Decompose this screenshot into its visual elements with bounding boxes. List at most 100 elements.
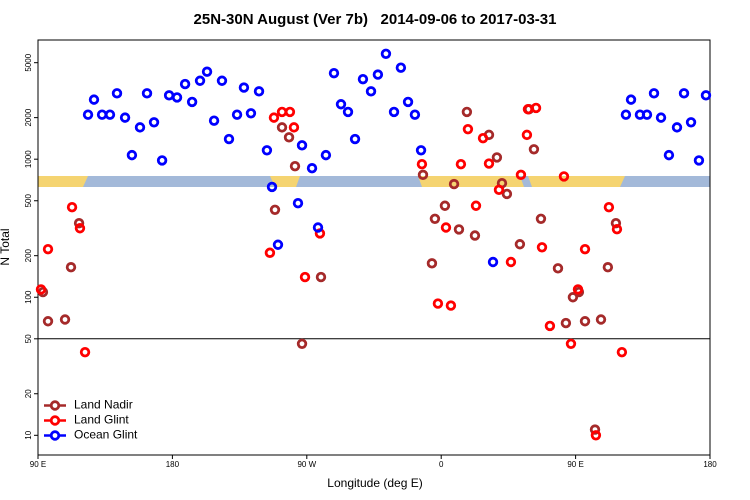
point bbox=[66, 201, 78, 213]
point bbox=[365, 86, 377, 97]
point bbox=[417, 169, 429, 181]
point bbox=[79, 346, 91, 358]
point bbox=[678, 88, 690, 99]
point bbox=[602, 262, 614, 273]
point bbox=[216, 75, 228, 86]
point bbox=[59, 314, 71, 325]
point bbox=[603, 201, 615, 213]
point bbox=[530, 102, 542, 114]
legend-marker bbox=[49, 415, 61, 426]
point bbox=[395, 62, 407, 73]
point bbox=[312, 222, 324, 233]
point bbox=[292, 197, 304, 209]
point bbox=[483, 158, 495, 169]
point bbox=[620, 109, 632, 120]
point bbox=[82, 109, 94, 120]
point bbox=[299, 271, 311, 283]
point bbox=[522, 104, 534, 115]
point bbox=[104, 109, 116, 120]
point bbox=[126, 149, 138, 161]
point bbox=[663, 149, 675, 161]
point bbox=[514, 239, 526, 250]
x-tick-label: 90 W bbox=[297, 460, 316, 469]
point bbox=[315, 271, 327, 283]
y-tick-label: 5000 bbox=[24, 53, 33, 71]
y-tick-label: 200 bbox=[24, 248, 33, 262]
point bbox=[505, 256, 517, 268]
point bbox=[264, 247, 276, 258]
point bbox=[487, 256, 499, 268]
x-tick-label: 90 E bbox=[567, 460, 583, 469]
point bbox=[565, 338, 577, 350]
point bbox=[589, 424, 601, 435]
point bbox=[611, 224, 623, 235]
point bbox=[544, 320, 556, 332]
point bbox=[380, 48, 392, 59]
point bbox=[179, 78, 191, 90]
point bbox=[148, 117, 160, 128]
land-strip bbox=[418, 176, 524, 187]
point bbox=[306, 163, 318, 174]
legend-label: Land Glint bbox=[74, 413, 129, 427]
point bbox=[572, 284, 584, 295]
point bbox=[194, 75, 206, 86]
point bbox=[590, 430, 602, 441]
y-axis-label: N Total bbox=[0, 228, 12, 265]
point bbox=[238, 82, 250, 93]
point bbox=[141, 88, 153, 99]
point bbox=[357, 73, 369, 85]
point bbox=[349, 133, 361, 145]
point bbox=[231, 109, 243, 120]
point bbox=[268, 112, 280, 123]
x-tick-label: 0 bbox=[439, 460, 444, 469]
point bbox=[477, 132, 489, 144]
point bbox=[453, 224, 465, 235]
point bbox=[558, 171, 570, 182]
point bbox=[73, 217, 85, 229]
x-axis-label: Longitude (deg E) bbox=[327, 476, 422, 490]
series bbox=[35, 102, 628, 441]
point bbox=[288, 122, 300, 133]
surface-strip bbox=[38, 176, 710, 187]
point bbox=[655, 112, 667, 123]
point bbox=[445, 300, 457, 311]
point bbox=[501, 188, 513, 200]
legend-label: Ocean Glint bbox=[74, 428, 138, 442]
point bbox=[552, 263, 564, 274]
point bbox=[595, 314, 607, 325]
point bbox=[245, 108, 257, 119]
series bbox=[82, 48, 712, 268]
point bbox=[42, 316, 54, 327]
point bbox=[491, 152, 503, 163]
y-tick-label: 10 bbox=[24, 430, 33, 439]
point bbox=[426, 258, 438, 269]
legend-marker bbox=[49, 400, 61, 411]
point bbox=[163, 90, 175, 101]
point bbox=[515, 169, 527, 181]
x-tick-label: 180 bbox=[703, 460, 717, 469]
point bbox=[440, 222, 452, 233]
point bbox=[388, 106, 400, 118]
legend-label: Land Nadir bbox=[74, 398, 133, 412]
point bbox=[536, 242, 548, 253]
point bbox=[88, 94, 100, 105]
point bbox=[535, 213, 547, 225]
land-strip bbox=[528, 176, 625, 187]
land-strip bbox=[270, 176, 300, 187]
point bbox=[372, 69, 384, 80]
point bbox=[625, 94, 637, 105]
point bbox=[693, 155, 705, 166]
point bbox=[186, 96, 198, 108]
y-tick-label: 20 bbox=[24, 389, 33, 398]
point bbox=[208, 115, 220, 126]
x-tick-label: 90 E bbox=[30, 460, 46, 469]
ocean-strip bbox=[38, 176, 710, 187]
legend-marker bbox=[49, 430, 61, 441]
point bbox=[461, 106, 473, 118]
point bbox=[269, 204, 281, 215]
point bbox=[276, 106, 288, 118]
point bbox=[201, 66, 213, 77]
point bbox=[470, 200, 482, 211]
point bbox=[65, 262, 77, 273]
point bbox=[641, 109, 653, 120]
